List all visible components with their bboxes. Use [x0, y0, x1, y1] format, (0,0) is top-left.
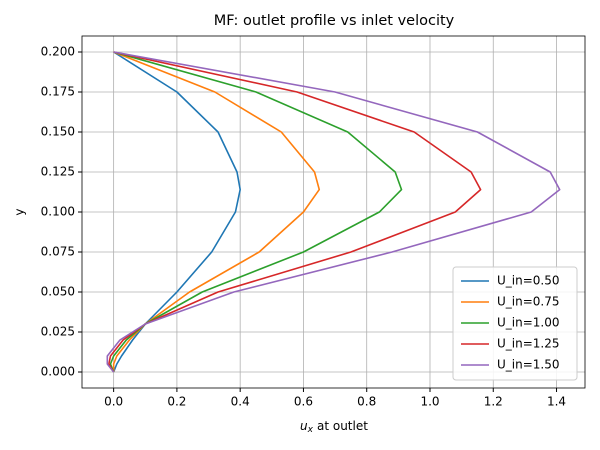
legend-label: U_in=1.50	[497, 358, 560, 372]
y-tick-label: 0.175	[41, 85, 75, 99]
x-tick-label: 1.0	[420, 395, 439, 409]
legend-label: U_in=1.25	[497, 337, 560, 351]
y-tick-label: 0.125	[41, 165, 75, 179]
series-line	[109, 51, 403, 373]
x-tick-label: 0.0	[104, 395, 123, 409]
y-tick-label: 0.075	[41, 245, 75, 259]
legend-box	[452, 266, 578, 381]
x-tick-label: 1.2	[484, 395, 503, 409]
x-tick-label: 0.8	[357, 395, 376, 409]
series-line	[112, 51, 241, 373]
y-tick-label: 0.150	[41, 125, 75, 139]
legend-label: U_in=0.75	[497, 295, 560, 309]
series-line	[112, 51, 321, 372]
y-tick-label: 0.100	[41, 205, 75, 219]
plot-frame	[81, 35, 586, 389]
series-line	[108, 51, 482, 373]
x-tick-label: 1.4	[547, 395, 566, 409]
x-tick-label: 0.4	[231, 395, 250, 409]
x-label-symbol: u	[300, 419, 308, 433]
legend-label: U_in=0.50	[497, 274, 560, 288]
x-label-text: at outlet	[317, 419, 368, 433]
legend: U_in=0.50 U_in=0.75 U_in=1.00 U_in=1.25 U_in…	[452, 266, 578, 381]
x-tick-label: 0.6	[294, 395, 313, 409]
x-axis-label: ux at outlet	[300, 419, 368, 435]
series-line	[106, 51, 561, 373]
legend-label: U_in=1.00	[497, 316, 560, 330]
y-tick-label: 0.200	[41, 45, 75, 59]
y-tick-label: 0.025	[41, 325, 75, 339]
y-tick-label: 0.050	[41, 285, 75, 299]
y-axis-label: y	[13, 208, 27, 215]
x-tick-label: 0.2	[167, 395, 186, 409]
x-label-subscript: x	[307, 425, 314, 435]
chart-title: MF: outlet profile vs inlet velocity	[214, 13, 455, 29]
y-tick-label: 0.000	[41, 365, 75, 379]
